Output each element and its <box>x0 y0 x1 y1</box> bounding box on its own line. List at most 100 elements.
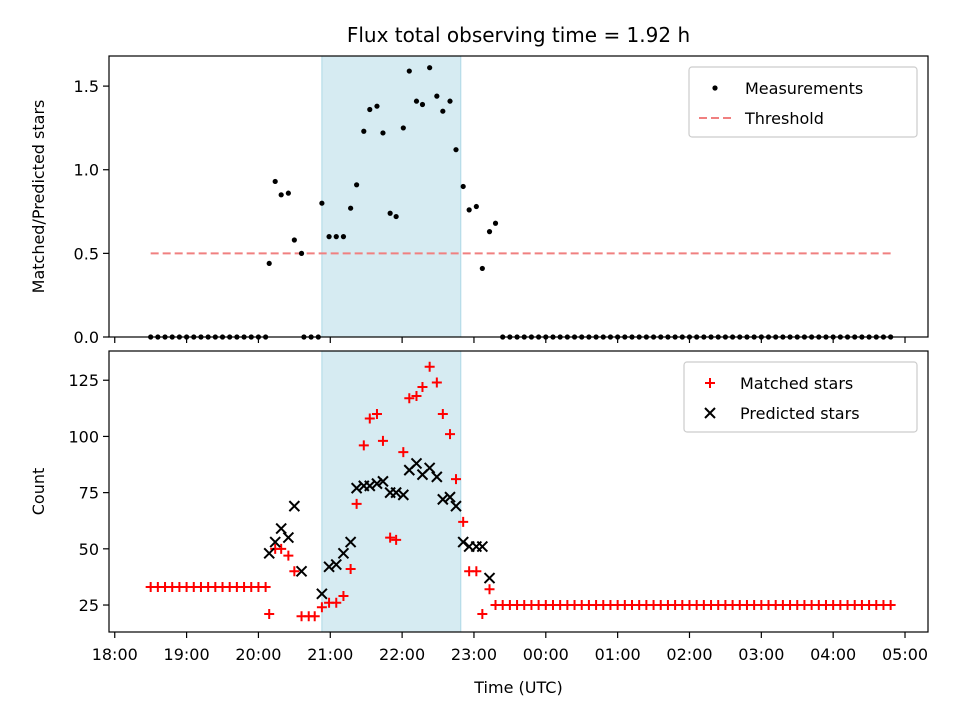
y-tick-label: 50 <box>79 540 99 559</box>
matched-star-point <box>404 393 415 404</box>
y-tick-label: 1.5 <box>74 77 99 96</box>
predicted-star-point <box>330 558 342 571</box>
predicted-star-point <box>476 540 489 553</box>
matched-star-point <box>276 543 287 554</box>
matched-star-point <box>338 591 349 602</box>
predicted-star-point <box>444 491 456 503</box>
measurement-point <box>473 203 479 210</box>
matched-star-point <box>358 440 369 451</box>
predicted-star-point <box>410 457 423 470</box>
measurement-point <box>380 130 386 136</box>
measurement-point <box>354 182 360 188</box>
y-tick-label: 100 <box>68 427 99 446</box>
measurement-point <box>266 260 272 267</box>
measurement-point <box>348 205 354 211</box>
matched-star-point <box>331 597 342 608</box>
legend: Measurements Threshold <box>688 66 918 138</box>
predicted-star-point <box>364 480 376 492</box>
measurement-point <box>326 234 332 240</box>
x-tick-label: 21:00 <box>307 645 353 664</box>
measurement-point <box>285 190 291 196</box>
matched-star-point <box>283 550 294 561</box>
measurement-point <box>427 65 433 71</box>
measurement-point <box>492 220 499 226</box>
matched-star-point <box>885 600 896 611</box>
matched-star-point <box>316 602 327 613</box>
predicted-star-point <box>371 477 383 490</box>
matched-star-point <box>385 532 396 543</box>
measurement-point <box>453 147 459 153</box>
x-tick-label: 22:00 <box>379 645 425 664</box>
measurement-point <box>374 103 380 109</box>
x-tick-label: 18:00 <box>92 645 138 664</box>
predicted-star-point <box>457 536 469 548</box>
x-tick-label: 20:00 <box>235 645 281 664</box>
matched-star-point <box>345 564 356 575</box>
matched-star-point <box>371 408 382 419</box>
predicted-star-point <box>295 565 308 578</box>
matched-star-point <box>309 611 320 622</box>
predicted-star-point <box>431 471 443 483</box>
measurement-point <box>367 106 373 113</box>
predicted-star-point <box>390 486 402 499</box>
x-tick-label: 03:00 <box>738 645 784 664</box>
matched-star-point <box>437 408 448 419</box>
matched-star-point <box>289 566 300 577</box>
matched-star-point <box>471 566 482 577</box>
x-tick-label: 00:00 <box>523 645 569 664</box>
measurement-point <box>272 178 278 185</box>
measurement-point <box>393 213 399 220</box>
measurement-point <box>434 93 440 99</box>
y-tick-label: 25 <box>79 596 99 615</box>
measurement-point <box>319 200 325 206</box>
x-tick-label: 04:00 <box>810 645 856 664</box>
predicted-star-point <box>275 522 287 535</box>
measurement-point <box>406 68 412 74</box>
predicted-star-point <box>423 462 436 474</box>
y-tick-label: 75 <box>79 484 99 503</box>
legend-label: Measurements <box>745 79 863 98</box>
ratio-panel: 0.0 0.5 1.0 1.5 Matched/Predicted stars Flux … <box>29 23 929 347</box>
measurement-point <box>460 183 466 190</box>
measurement-point <box>413 98 420 104</box>
measurement-point <box>361 128 367 134</box>
matched-star-point <box>260 582 271 593</box>
legend-marker-x <box>704 407 716 419</box>
measurement-point <box>440 108 446 114</box>
x-axis-label: Time (UTC) <box>473 678 562 697</box>
predicted-star-point <box>350 482 363 494</box>
axes-frame <box>108 55 929 338</box>
matched-star-point <box>411 390 422 401</box>
predicted-star-point <box>323 561 335 573</box>
matched-star-point <box>264 609 275 620</box>
x-tick-label: 02:00 <box>666 645 712 664</box>
predicted-star-point <box>337 547 350 560</box>
predicted-star-point <box>344 536 357 548</box>
predicted-star-point <box>269 536 281 548</box>
matched-star-point <box>351 498 362 509</box>
measurement-point <box>479 265 485 272</box>
count-panel: 25 50 75 100 125 18:00 19:00 20:00 21:00 22:00 23:… <box>29 350 929 697</box>
matched-star-point <box>391 534 402 545</box>
predicted-star-point <box>377 475 389 488</box>
matched-star-point <box>477 609 488 620</box>
predicted-star-point <box>437 493 449 506</box>
legend: Matched stars Predicted stars <box>683 361 918 433</box>
predicted-star-point <box>316 588 328 600</box>
y-tick-label: 125 <box>68 371 99 390</box>
legend-marker-plus <box>705 378 715 388</box>
measurement-point <box>447 98 453 104</box>
chart-title: Flux total observing time = 1.92 h <box>347 23 690 47</box>
measurement-point <box>419 101 426 108</box>
y-tick-label: 1.0 <box>74 161 99 180</box>
measurement-point <box>486 229 493 235</box>
legend-box <box>688 66 918 138</box>
x-tick-label: 23:00 <box>451 645 497 664</box>
x-tick-label: 19:00 <box>164 645 210 664</box>
axes-frame <box>108 350 929 633</box>
legend-label: Matched stars <box>740 374 853 393</box>
matched-star-point <box>398 447 409 458</box>
observing-window-span <box>321 55 462 338</box>
y-tick-label: 0.0 <box>74 328 99 347</box>
